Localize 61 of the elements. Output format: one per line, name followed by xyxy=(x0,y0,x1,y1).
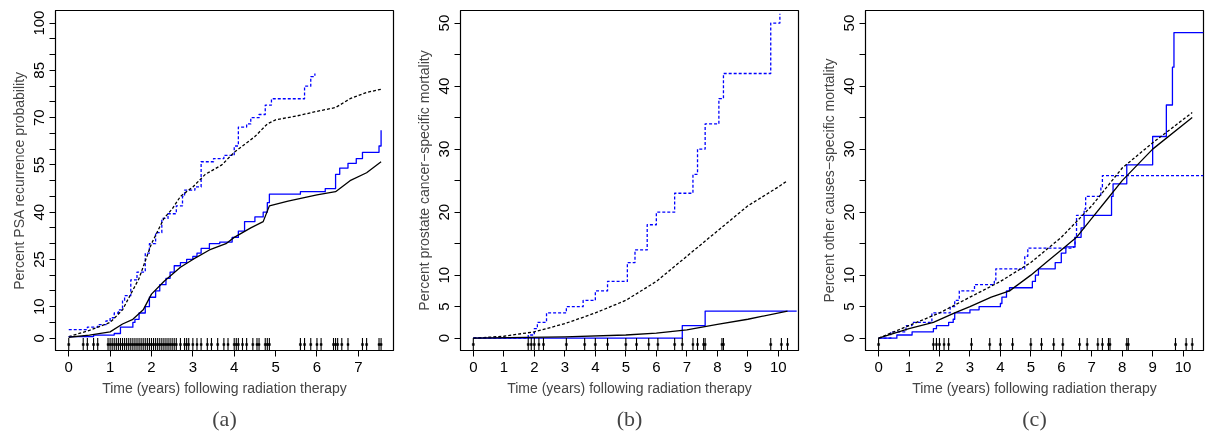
x-tick-label: 5 xyxy=(271,357,280,375)
x-tick-label: 3 xyxy=(560,357,569,375)
y-tick-label: 20 xyxy=(840,203,858,221)
x-tick-label: 6 xyxy=(312,357,322,375)
text: (a) xyxy=(212,405,237,431)
text: (c) xyxy=(1022,405,1047,431)
y-tick-label: 50 xyxy=(435,14,453,32)
x-tick-label: 2 xyxy=(530,357,539,375)
y-tick-label: 30 xyxy=(435,140,453,158)
x-tick-label: 0 xyxy=(64,357,73,375)
x-tick-label: 7 xyxy=(682,357,692,375)
x-tick-label: 7 xyxy=(1087,357,1096,375)
y-tick-label: 10 xyxy=(840,266,858,284)
y-axis-title: Percent prostate cancer−specific mortality xyxy=(415,50,432,311)
y-tick-label: 100 xyxy=(30,10,48,36)
x-tick-label: 3 xyxy=(188,357,198,375)
y-tick-label: 55 xyxy=(30,156,48,174)
x-tick-label: 5 xyxy=(1026,357,1036,375)
x-tick-label: 8 xyxy=(713,357,722,375)
x-tick-label: 5 xyxy=(621,357,631,375)
x-tick-label: 3 xyxy=(965,357,975,375)
y-tick-label: 50 xyxy=(840,14,858,32)
x-tick-label: 10 xyxy=(770,357,787,375)
x-tick-label: 2 xyxy=(147,357,156,375)
y-tick-label: 10 xyxy=(435,266,453,284)
x-tick-label: 8 xyxy=(1118,357,1127,375)
y-tick-label: 30 xyxy=(840,140,858,158)
x-tick-label: 4 xyxy=(996,357,1005,375)
x-tick-label: 1 xyxy=(904,357,914,375)
x-tick-label: 6 xyxy=(652,357,661,375)
x-tick-label: 4 xyxy=(230,357,239,375)
x-tick-label: 1 xyxy=(105,357,115,375)
x-tick-label: 6 xyxy=(1057,357,1066,375)
x-axis-title: Time (years) following radiation therapy xyxy=(102,379,347,396)
x-axis-title: Time (years) following radiation therapy xyxy=(507,379,752,396)
y-tick-label: 0 xyxy=(435,333,453,343)
y-axis-title: Percent other causes−specific mortality xyxy=(820,58,837,303)
y-tick-label: 20 xyxy=(435,203,453,221)
x-tick-label: 10 xyxy=(1174,357,1192,375)
y-tick-label: 70 xyxy=(30,109,48,126)
y-tick-label: 0 xyxy=(840,333,858,343)
x-tick-label: 0 xyxy=(469,357,478,375)
y-tick-label: 25 xyxy=(30,251,48,268)
x-tick-label: 9 xyxy=(743,357,753,375)
x-tick-label: 4 xyxy=(591,357,600,375)
x-tick-label: 1 xyxy=(499,357,508,375)
text: (b) xyxy=(616,405,643,431)
y-tick-label: 0 xyxy=(30,334,48,343)
y-tick-label: 5 xyxy=(840,302,858,311)
y-axis-title: Percent PSA recurrence probability xyxy=(10,71,27,290)
x-tick-label: 0 xyxy=(874,357,883,375)
y-tick-label: 10 xyxy=(30,298,48,316)
y-tick-label: 40 xyxy=(840,77,858,95)
y-tick-label: 40 xyxy=(435,77,453,95)
x-tick-label: 2 xyxy=(935,357,944,375)
x-tick-label: 9 xyxy=(1148,357,1157,375)
x-tick-label: 7 xyxy=(354,357,363,375)
y-tick-label: 5 xyxy=(435,302,453,311)
x-axis-title: Time (years) following radiation therapy xyxy=(912,379,1157,396)
y-tick-label: 40 xyxy=(30,203,48,221)
y-tick-label: 85 xyxy=(30,62,48,79)
